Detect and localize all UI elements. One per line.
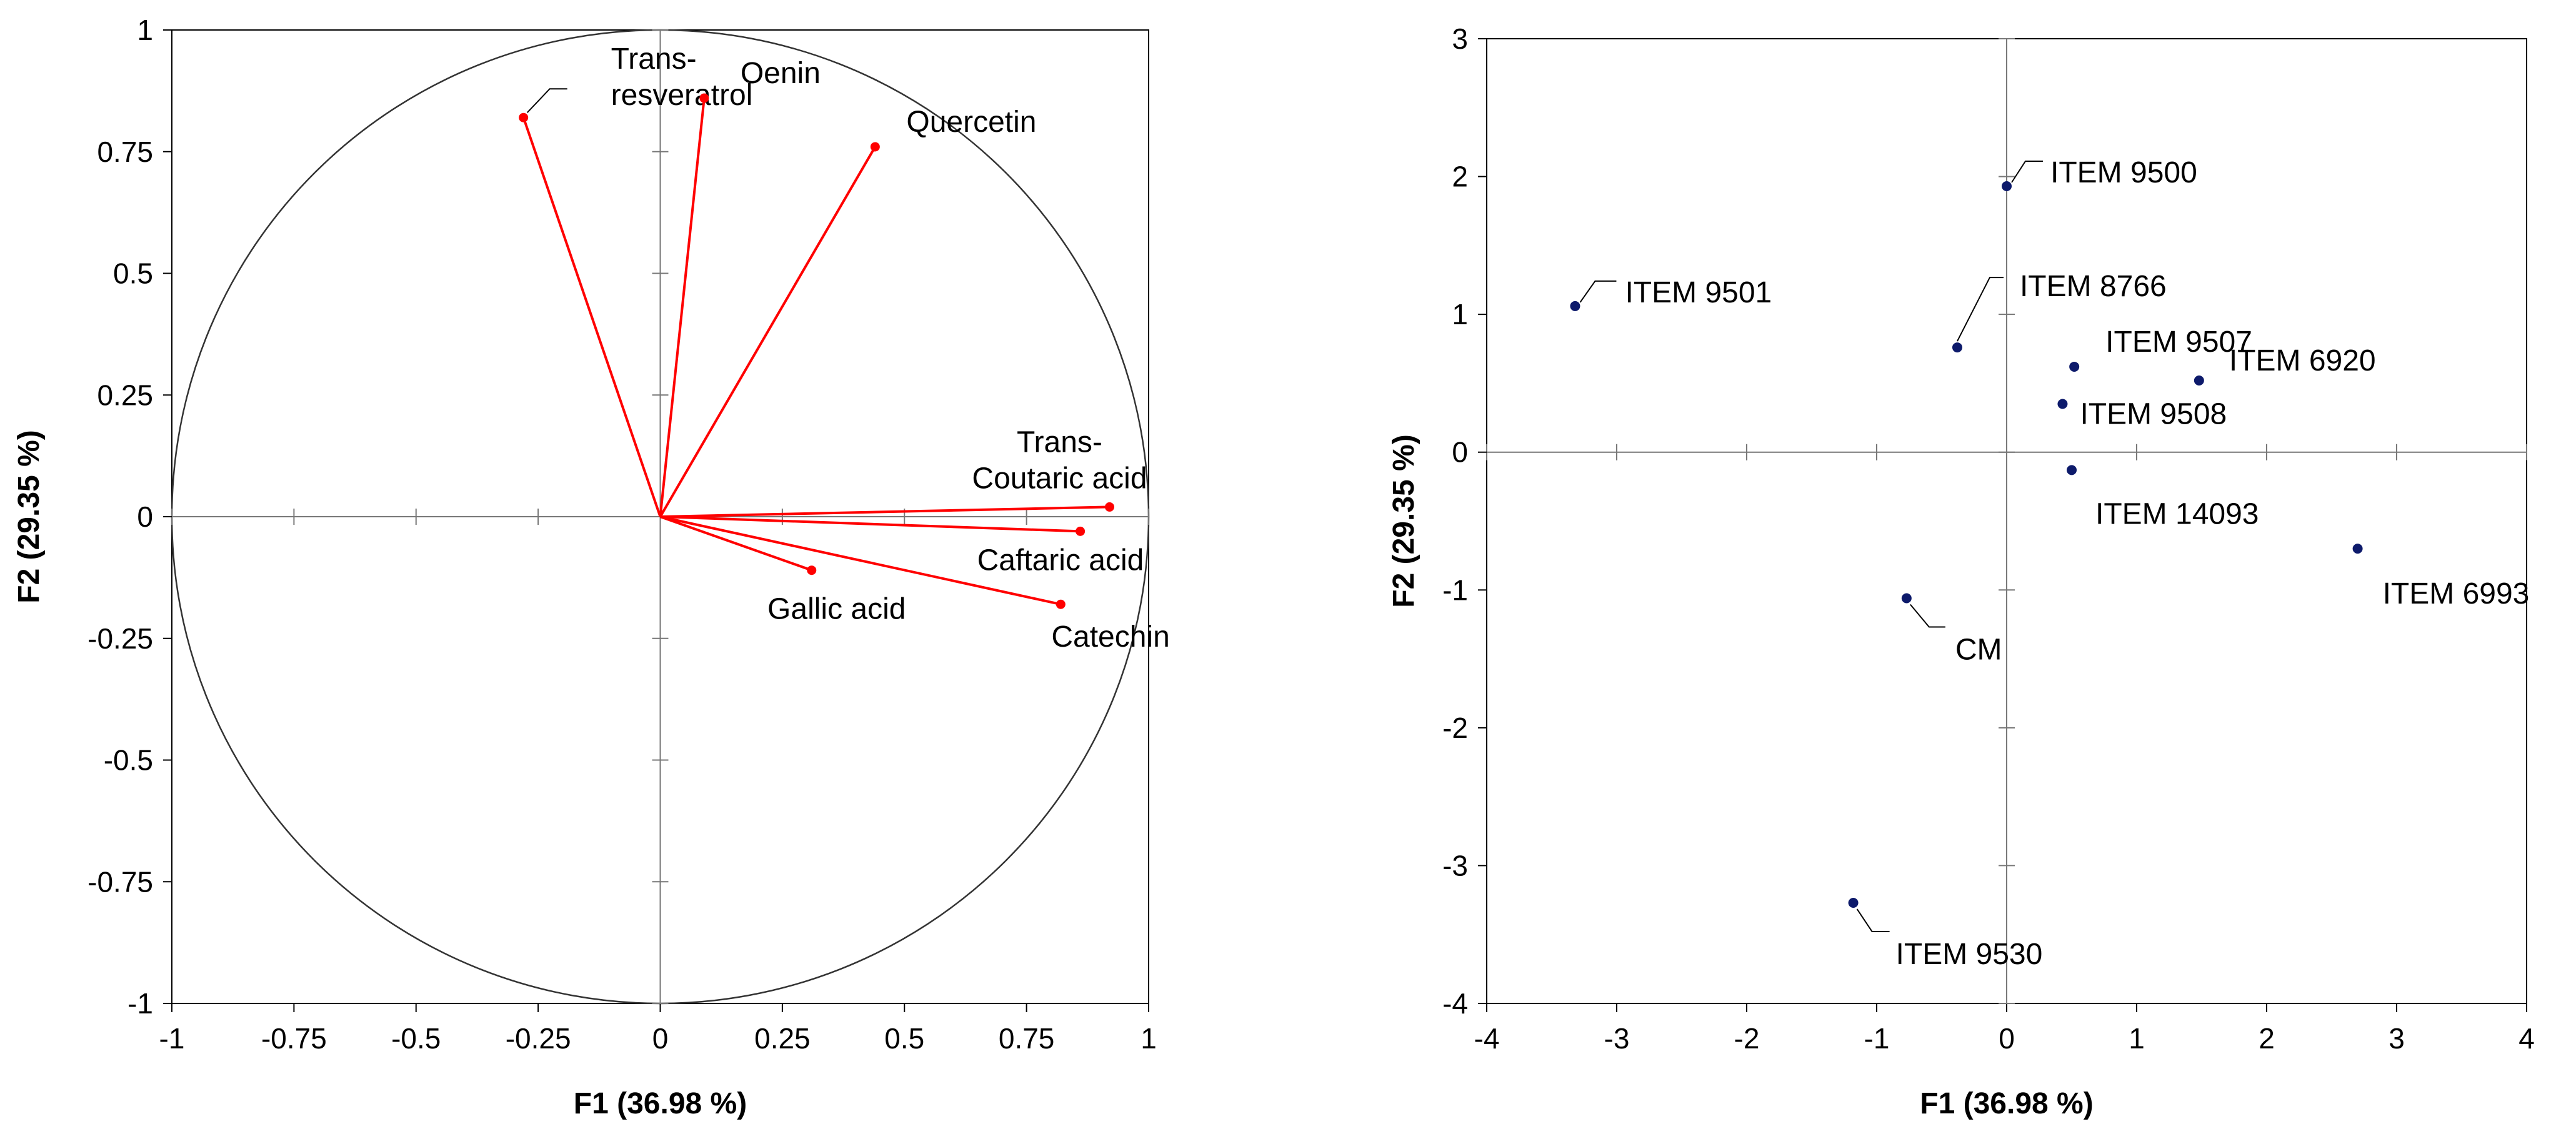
y-tick-label: -1 [127,987,153,1020]
y-tick-label: 0 [137,500,153,533]
point-label: ITEM 9507 [2105,326,2252,359]
point-label: Gallic acid [767,593,906,626]
x-tick-label: 0.25 [754,1022,811,1055]
correlation-circle-chart: -1 -0.75 -0.5 -0.25 0 0.25 0.5 0.75 1 -1 -0.75 -0.5… [12,14,1170,1120]
point-label: Trans-resveratrol [611,42,753,112]
loading-point [807,565,817,575]
x-tick-label: 2 [2259,1022,2275,1055]
y-tick-label: 1 [137,14,153,46]
x-tick-label: 0.75 [999,1022,1055,1055]
label-leader-line [2011,161,2043,183]
point-label-line: Caftaric acid [977,544,1144,577]
point-label: Quercetin [906,106,1036,139]
y-tick-label: 0 [1452,436,1468,469]
observation-point [2352,544,2363,554]
x-axis-title: F1 (36.98 %) [574,1087,747,1120]
y-tick-label: 0.25 [97,379,153,411]
loading-vector [660,515,1061,606]
observation-point [2067,465,2077,475]
observation-point [1952,342,1962,353]
y-tick-label: -2 [1442,712,1468,744]
point-label-line: Coutaric acid [972,462,1147,495]
y-tick-label: 2 [1452,161,1468,193]
point-label-line: Trans- [611,42,697,76]
point-label-line: Quercetin [906,106,1036,139]
y-tick-label: -1 [1442,574,1468,606]
x-tick-label: -2 [1734,1022,1760,1055]
loading-vector [522,117,662,517]
label-leader-line [1957,277,2004,342]
x-tick-label: -3 [1604,1022,1630,1055]
x-tick-label: 3 [2389,1022,2405,1055]
observation-point [2194,376,2204,386]
point-label: ITEM 6920 [2229,344,2376,377]
x-tick-label: -0.5 [391,1022,441,1055]
label-leader-line [1910,604,1945,628]
x-tick-label: 0 [1999,1022,2015,1055]
label-leader-line [526,88,567,113]
point-label: ITEM 8766 [2020,270,2167,303]
point-label: Oenin [741,57,821,90]
point-label: ITEM 6993 [2383,577,2530,610]
x-tick-label: -0.25 [506,1022,571,1055]
loading-point [699,93,709,103]
point-label: ITEM 9500 [2050,156,2197,189]
loading-vector [659,146,877,518]
observation-point [1901,593,1912,604]
point-label-line: Oenin [741,57,821,90]
x-tick-label: 1 [1141,1022,1157,1055]
observation-point [1570,301,1580,311]
observation-point [2002,181,2012,192]
label-leader-line [1579,280,1617,303]
x-tick-label: -0.75 [261,1022,327,1055]
x-tick-label: 1 [2129,1022,2145,1055]
y-tick-label: 1 [1452,298,1468,331]
x-tick-label: -4 [1474,1022,1500,1055]
loading-point [519,112,529,122]
point-label: Caftaric acid [977,544,1144,577]
point-label: ITEM 9508 [2080,398,2227,431]
loading-vector [659,97,706,517]
point-label: CM [1955,634,2002,667]
y-tick-label: 0.75 [97,136,153,168]
point-label-line: resveratrol [611,79,753,112]
y-tick-label: -4 [1442,987,1468,1020]
loading-point [1076,526,1086,536]
observation-point [1848,897,1859,908]
point-label: ITEM 9530 [1896,938,2043,971]
point-label: Trans-Coutaric acid [972,425,1147,495]
x-tick-label: 0 [652,1022,669,1055]
x-tick-label: -1 [159,1022,185,1055]
observations-scatter-chart: -4 -3 -2 -1 0 1 2 3 4 -4 -3 -2 -1 0 1 2 3 F1 (36.98 %) F2 … [1387,22,2535,1120]
point-label-line: Catechin [1051,620,1169,654]
loading-vector [660,515,1081,533]
x-tick-label: -1 [1864,1022,1890,1055]
x-axis-title: F1 (36.98 %) [1920,1087,2093,1120]
y-tick-label: -0.75 [87,865,153,898]
label-leader-line [1856,908,1890,932]
y-tick-label: -3 [1442,849,1468,882]
point-label-line: Trans- [1017,425,1102,459]
y-tick-label: 3 [1452,22,1468,55]
y-tick-label: 0.5 [113,257,153,290]
point-label: Catechin [1051,620,1169,654]
x-tick-label: 4 [2519,1022,2535,1055]
point-label-line: Gallic acid [767,593,906,626]
y-axis-title: F2 (29.35 %) [1387,434,1420,607]
observation-point [2057,399,2068,409]
loading-point [1104,502,1114,512]
loading-point [870,142,880,152]
loading-vector [659,515,812,572]
loading-point [1056,599,1066,609]
y-axis-title: F2 (29.35 %) [12,430,46,603]
point-label: ITEM 14093 [2095,497,2259,530]
point-label: ITEM 9501 [1625,276,1772,309]
x-tick-label: 0.5 [884,1022,924,1055]
y-tick-label: -0.5 [104,744,153,777]
loading-vector [660,505,1110,518]
observation-point [2069,361,2080,372]
y-tick-label: -0.25 [87,622,153,655]
